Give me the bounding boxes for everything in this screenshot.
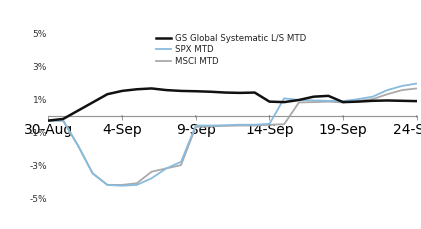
Legend: GS Global Systematic L/S MTD, SPX MTD, MSCI MTD: GS Global Systematic L/S MTD, SPX MTD, M… bbox=[156, 34, 306, 65]
Text: GS Equity Systematic Long/Short Performance Estimate: GS Equity Systematic Long/Short Performa… bbox=[4, 10, 405, 23]
